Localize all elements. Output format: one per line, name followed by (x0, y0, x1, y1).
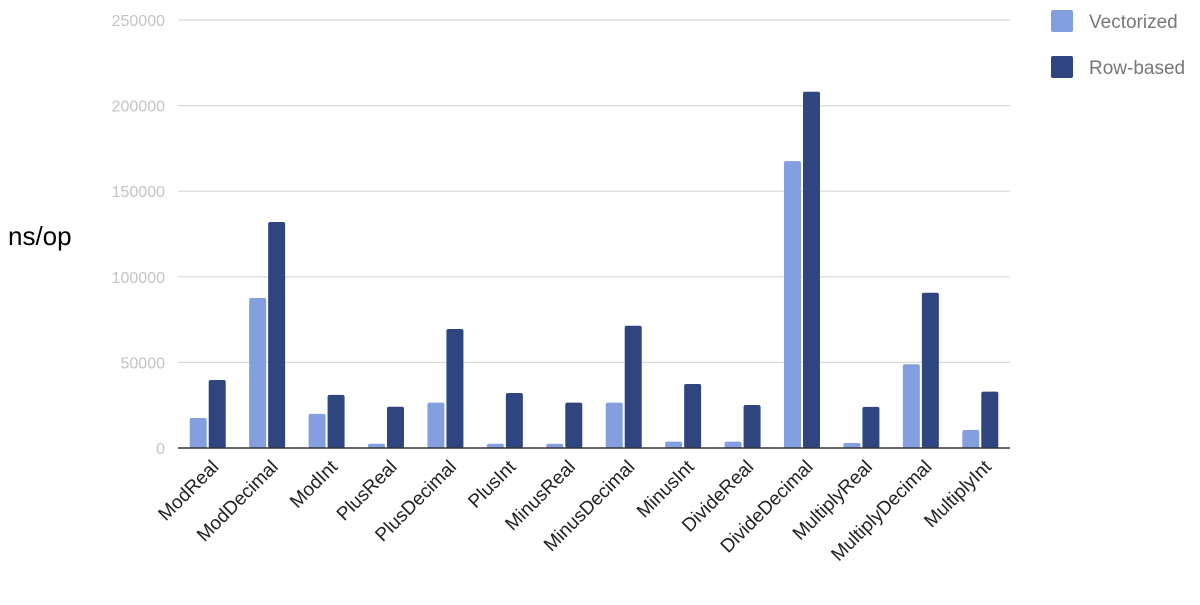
bar-row-based-PlusReal (387, 406, 404, 448)
bar-row-based-MultiplyReal (862, 406, 880, 448)
bar-vectorized-DivideDecimal (784, 161, 801, 449)
bar-vectorized-PlusDecimal (427, 402, 445, 448)
y-axis-label: ns/op (8, 221, 72, 251)
bar-vectorized-MultiplyDecimal (902, 364, 920, 448)
x-tick-label: MultiplyDecimal (827, 457, 936, 566)
legend-swatch (1051, 10, 1073, 32)
bar-vectorized-MinusInt (665, 441, 683, 448)
bars (189, 91, 999, 449)
legend: Vectorized Row-based (1051, 10, 1185, 79)
bar-row-based-PlusDecimal (446, 329, 464, 448)
bar-row-based-DivideDecimal (803, 91, 820, 449)
bar-vectorized-PlusInt (486, 443, 504, 448)
bar-vectorized-MinusReal (546, 443, 564, 448)
bar-vectorized-ModInt (308, 413, 326, 448)
y-tick-label: 150000 (112, 184, 165, 201)
bar-vectorized-ModDecimal (249, 298, 267, 448)
bar-row-based-MinusDecimal (624, 325, 642, 448)
bar-row-based-PlusInt (505, 393, 523, 448)
bar-row-based-MultiplyDecimal (921, 292, 939, 448)
legend-label: Vectorized (1089, 12, 1178, 33)
bar-row-based-ModReal (208, 380, 226, 448)
bar-vectorized-MultiplyReal (843, 443, 861, 448)
bar-vectorized-DivideReal (724, 441, 742, 448)
bar-vectorized-MultiplyInt (962, 430, 980, 448)
y-tick-label: 200000 (112, 99, 165, 116)
x-tick-label: ModInt (286, 456, 342, 512)
y-tick-label: 0 (156, 441, 165, 458)
bar-vectorized-ModReal (189, 418, 207, 448)
gridlines (178, 19, 1010, 363)
bar-vectorized-MinusDecimal (605, 402, 623, 448)
legend-label: Row-based (1089, 58, 1185, 79)
y-tick-label: 100000 (112, 270, 165, 287)
legend-swatch (1051, 56, 1073, 78)
bar-row-based-MinusInt (684, 383, 702, 448)
y-axis-ticks: 0 50000 100000 150000 200000 250000 (112, 13, 165, 458)
x-tick-label: PlusInt (464, 456, 520, 512)
bar-row-based-DivideReal (743, 405, 761, 448)
y-tick-label: 50000 (121, 355, 166, 372)
bar-vectorized-PlusReal (368, 443, 385, 448)
bar-row-based-MultiplyInt (981, 391, 999, 448)
y-tick-label: 250000 (112, 13, 165, 30)
bar-row-based-MinusReal (565, 402, 583, 448)
bar-row-based-ModDecimal (268, 222, 286, 448)
bar-row-based-ModInt (327, 394, 345, 448)
